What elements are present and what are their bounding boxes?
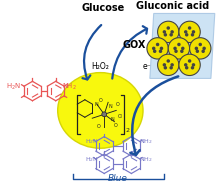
Circle shape	[196, 50, 199, 53]
Circle shape	[198, 43, 202, 46]
Circle shape	[158, 54, 179, 76]
Circle shape	[169, 33, 173, 36]
Circle shape	[202, 47, 206, 50]
Polygon shape	[150, 13, 215, 78]
Circle shape	[192, 30, 195, 34]
Circle shape	[166, 59, 170, 63]
Circle shape	[190, 38, 211, 59]
Text: O: O	[99, 98, 102, 103]
Text: H$_2$N: H$_2$N	[85, 155, 99, 164]
Circle shape	[173, 47, 177, 50]
Circle shape	[191, 33, 194, 36]
Ellipse shape	[58, 73, 143, 148]
Text: O: O	[114, 123, 118, 129]
Circle shape	[181, 47, 185, 50]
Circle shape	[170, 63, 174, 67]
Circle shape	[195, 47, 198, 50]
Circle shape	[158, 21, 179, 43]
Circle shape	[180, 50, 184, 53]
Text: 2: 2	[126, 128, 129, 133]
Text: O: O	[97, 124, 100, 129]
Circle shape	[188, 26, 191, 30]
Text: Gluconic acid: Gluconic acid	[136, 1, 210, 11]
Circle shape	[164, 33, 167, 36]
Text: H₂O₂: H₂O₂	[91, 62, 109, 71]
Circle shape	[169, 66, 173, 70]
Text: Blue: Blue	[108, 174, 128, 183]
Circle shape	[164, 66, 167, 70]
Circle shape	[201, 50, 205, 53]
Circle shape	[174, 50, 178, 53]
Circle shape	[160, 47, 163, 50]
Circle shape	[159, 50, 162, 53]
Circle shape	[185, 66, 188, 70]
Text: Glucose: Glucose	[82, 2, 125, 12]
Circle shape	[147, 38, 168, 59]
Circle shape	[153, 50, 156, 53]
Text: GOX: GOX	[123, 40, 146, 50]
Circle shape	[166, 26, 170, 30]
Circle shape	[163, 30, 166, 34]
Circle shape	[156, 43, 159, 46]
Circle shape	[184, 30, 187, 34]
Circle shape	[184, 63, 187, 67]
Text: H$_2$N: H$_2$N	[6, 82, 22, 92]
Text: N: N	[95, 102, 98, 107]
Text: NH$_2$: NH$_2$	[139, 137, 153, 146]
Text: NH$_2$: NH$_2$	[62, 82, 77, 92]
Circle shape	[185, 33, 188, 36]
Circle shape	[191, 66, 194, 70]
Circle shape	[179, 21, 200, 43]
Text: N: N	[110, 117, 114, 122]
Circle shape	[188, 59, 191, 63]
Circle shape	[102, 112, 107, 117]
Circle shape	[168, 38, 190, 59]
Text: H$_2$N: H$_2$N	[85, 137, 99, 146]
Circle shape	[152, 47, 155, 50]
Text: N: N	[108, 104, 112, 109]
Circle shape	[192, 63, 195, 67]
Circle shape	[179, 54, 200, 76]
Text: NH$_2$: NH$_2$	[139, 155, 153, 164]
Text: e⁻: e⁻	[143, 62, 151, 71]
Circle shape	[177, 43, 181, 46]
Circle shape	[163, 63, 166, 67]
Text: Cl: Cl	[117, 114, 122, 119]
Text: O: O	[116, 102, 120, 107]
Circle shape	[170, 30, 174, 34]
